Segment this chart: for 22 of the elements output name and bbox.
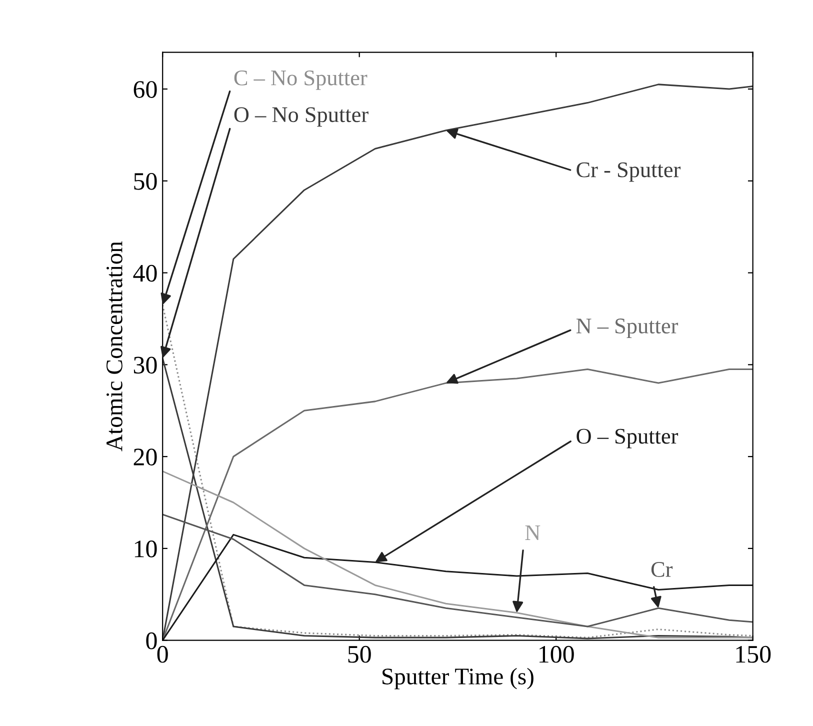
x-tick-label: 100: [540, 646, 574, 663]
y-tick-label: 50: [134, 172, 157, 190]
x-tick-label: 150: [736, 646, 771, 663]
text: O – Sputter: [576, 428, 678, 448]
line-series: [162, 470, 753, 638]
y-tick-label: 10: [134, 540, 157, 558]
x-tick-label: 50: [348, 646, 371, 663]
x-tick-label: 0: [157, 646, 168, 663]
text: N: [525, 525, 540, 540]
text: O – No Sputter: [234, 107, 368, 127]
y-tick-label: 30: [134, 356, 157, 374]
text: Cr - Sputter: [576, 162, 680, 182]
series-label: N – Sputter: [576, 318, 678, 338]
y-tick-label: 40: [133, 264, 157, 282]
series-label: Cr: [651, 562, 673, 577]
text: C – No Sputter: [234, 70, 368, 90]
y-tick-label: 0: [146, 632, 157, 650]
x-axis-title: Sputter Time (s): [382, 668, 534, 690]
y-tick-label: 20: [134, 448, 157, 466]
line-series: [162, 514, 753, 628]
y-axis-title: Atomic Concentration: [106, 241, 122, 452]
y-tick-label: 60: [134, 81, 157, 98]
